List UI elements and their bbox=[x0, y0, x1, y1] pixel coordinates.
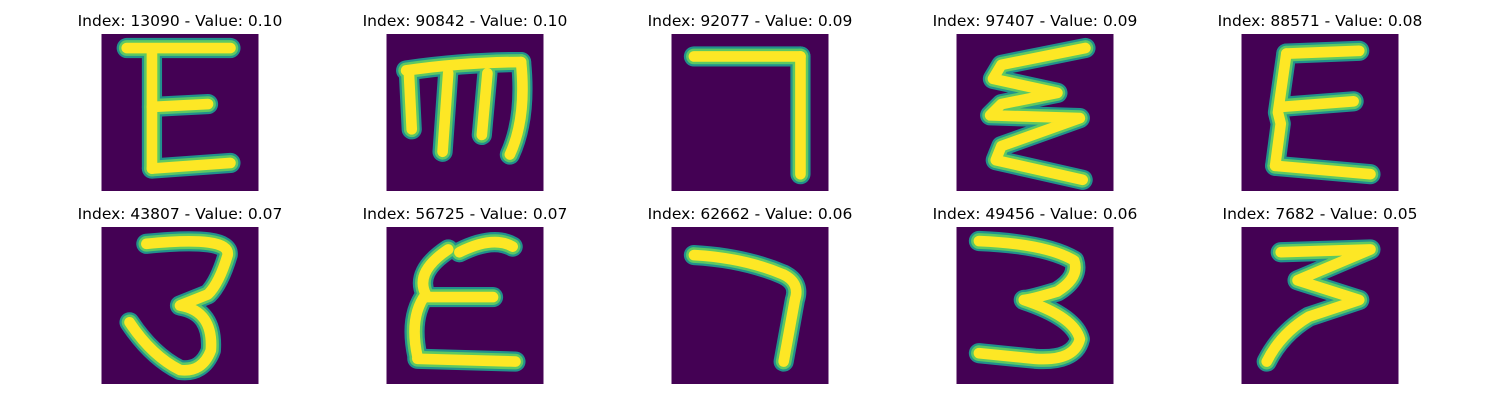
digit-image-3 bbox=[101, 227, 259, 384]
glyph-stroke bbox=[778, 269, 802, 367]
glyph-stroke bbox=[403, 67, 418, 135]
panel-title: Index: 62662 - Value: 0.06 bbox=[647, 205, 853, 223]
glyph-stroke bbox=[412, 353, 521, 367]
panel-3: Index: 92077 - Value: 0.09 bbox=[630, 12, 870, 202]
panel-6: Index: 43807 - Value: 0.07 bbox=[60, 205, 300, 395]
panel-title: Index: 88571 - Value: 0.08 bbox=[1217, 12, 1423, 30]
panel-4: Index: 97407 - Value: 0.09 bbox=[915, 12, 1155, 202]
panel-10: Index: 7682 - Value: 0.05 bbox=[1200, 205, 1440, 395]
glyph-stroke bbox=[984, 42, 1091, 186]
glyph-stroke bbox=[476, 67, 493, 141]
glyph-stroke bbox=[1269, 160, 1376, 180]
glyph-stroke bbox=[146, 98, 214, 113]
glyph-stroke bbox=[688, 249, 789, 280]
digit-image-3 bbox=[956, 227, 1114, 384]
glyph-stroke bbox=[400, 56, 527, 76]
panel-9: Index: 49456 - Value: 0.06 bbox=[915, 205, 1155, 395]
digit-image-m bbox=[386, 34, 544, 191]
panel-7: Index: 56725 - Value: 0.07 bbox=[345, 205, 585, 395]
panel-title: Index: 90842 - Value: 0.10 bbox=[362, 12, 568, 30]
glyph-stroke bbox=[437, 67, 454, 158]
glyph-stroke bbox=[504, 56, 528, 160]
panel-title: Index: 43807 - Value: 0.07 bbox=[77, 205, 283, 223]
panel-title: Index: 7682 - Value: 0.05 bbox=[1222, 205, 1418, 223]
digit-image-7 bbox=[671, 227, 829, 384]
digit-image-e bbox=[101, 34, 259, 191]
glyph-stroke bbox=[973, 235, 1086, 365]
panel-8: Index: 62662 - Value: 0.06 bbox=[630, 205, 870, 395]
panel-2: Index: 90842 - Value: 0.10 bbox=[345, 12, 585, 202]
panel-title: Index: 92077 - Value: 0.09 bbox=[647, 12, 853, 30]
digit-image-7 bbox=[671, 34, 829, 191]
panel-5: Index: 88571 - Value: 0.08 bbox=[1200, 12, 1440, 202]
glyph-stroke bbox=[1261, 244, 1376, 367]
panel-title: Index: 56725 - Value: 0.07 bbox=[362, 205, 568, 223]
glyph-stroke bbox=[1281, 45, 1365, 59]
panel-title: Index: 97407 - Value: 0.09 bbox=[932, 12, 1138, 30]
digit-image-e bbox=[1241, 34, 1399, 191]
panel-1: Index: 13090 - Value: 0.10 bbox=[60, 12, 300, 202]
digit-image-zigzag bbox=[956, 34, 1114, 191]
digit-image-e bbox=[386, 227, 544, 384]
glyph-stroke bbox=[1269, 48, 1292, 172]
panel-title: Index: 49456 - Value: 0.06 bbox=[932, 205, 1138, 223]
glyph-stroke bbox=[146, 157, 236, 174]
panel-title: Index: 13090 - Value: 0.10 bbox=[77, 12, 283, 30]
glyph-stroke bbox=[454, 236, 518, 258]
glyph-stroke bbox=[1275, 95, 1359, 113]
glyph-stroke bbox=[124, 235, 233, 376]
digit-image-zigzag bbox=[1241, 227, 1399, 384]
